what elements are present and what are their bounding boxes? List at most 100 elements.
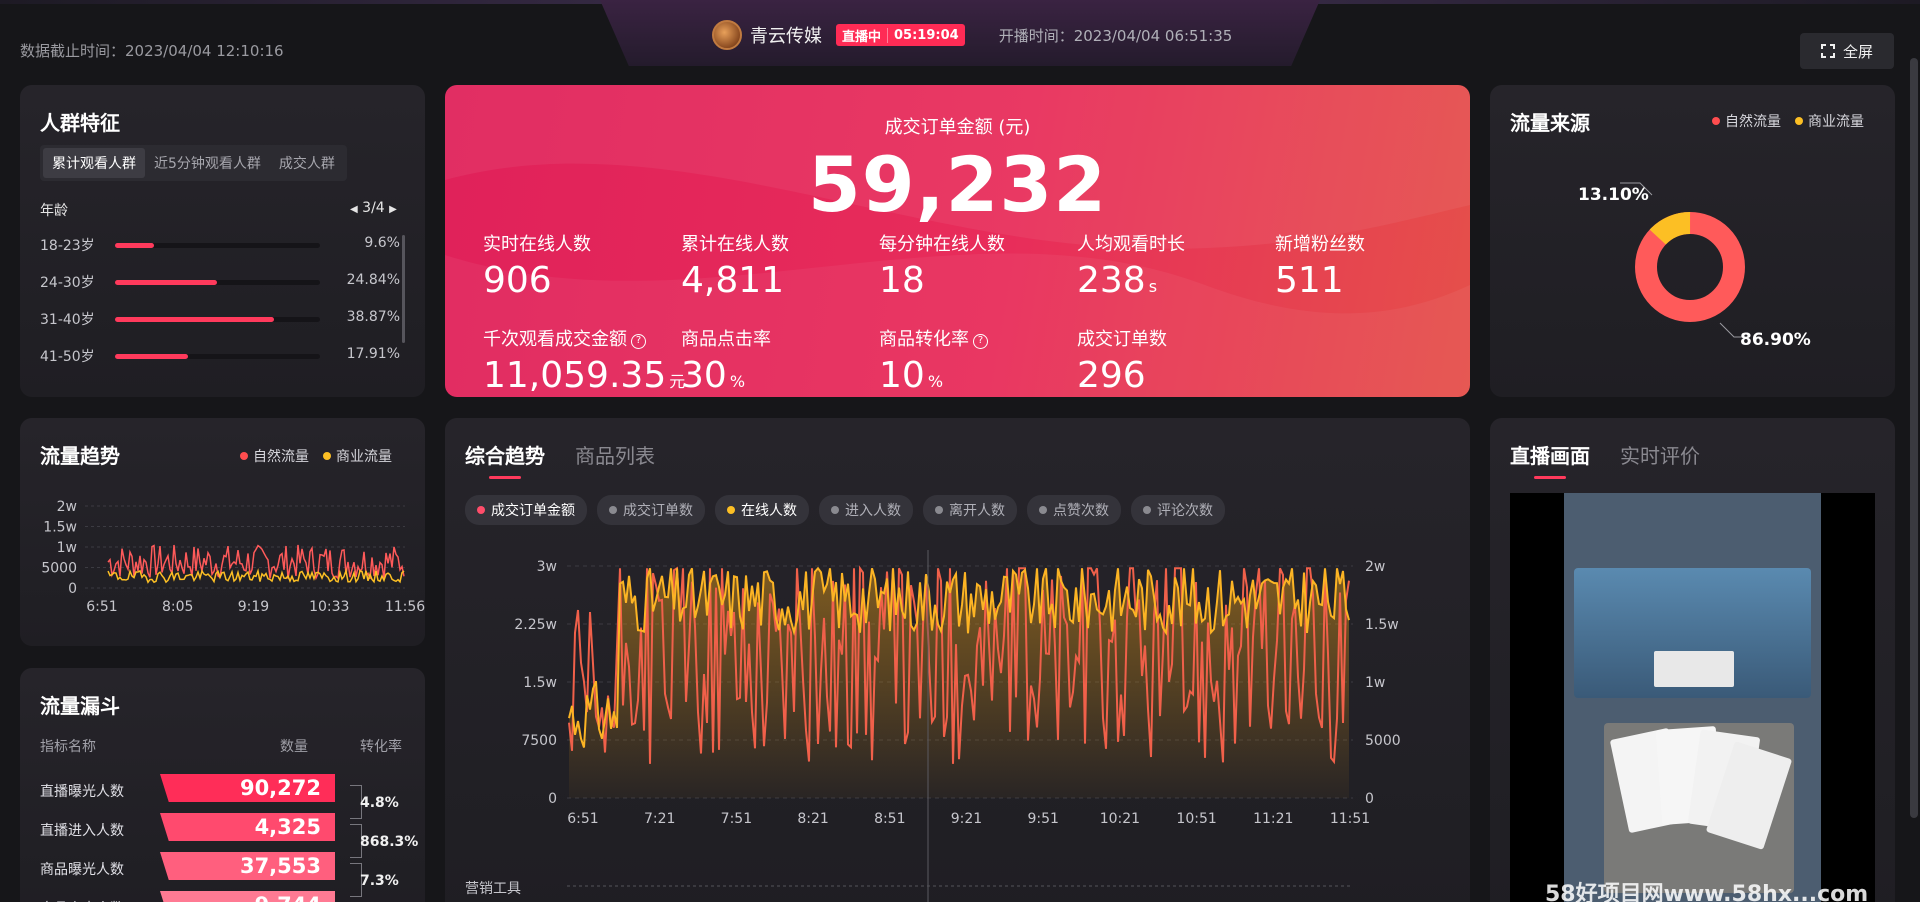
- y-tick-label: 1.5w: [43, 520, 77, 536]
- metric-chip[interactable]: 进入人数: [819, 495, 913, 525]
- marketing-tools-label: 营销工具: [465, 881, 521, 897]
- page-indicator: 3/4: [362, 200, 385, 216]
- conversion-rate: 4.8%: [360, 795, 399, 811]
- help-icon[interactable]: ?: [631, 334, 646, 349]
- live-panel: 直播画面 实时评价: [1490, 418, 1895, 902]
- metric-gpm: 千次观看成交金额? 11,059.35 元: [483, 329, 686, 396]
- funnel-row: 商品点击人数 9,744: [40, 891, 340, 902]
- age-bar-fill: [115, 243, 155, 248]
- next-page-icon[interactable]: ▶: [389, 204, 397, 215]
- commercial-pct: 13.10%: [1578, 185, 1649, 205]
- kpi-panel: 成交订单金额 (元) 59,232 实时在线人数 906 累计在线人数 4,811 …: [445, 85, 1470, 397]
- y-left-tick-label: 3w: [537, 559, 557, 575]
- metric-conversion-rate: 商品转化率? 10%: [879, 325, 988, 396]
- y-left-tick-label: 2.25w: [514, 617, 557, 633]
- kpi-background-wave: [445, 85, 1470, 397]
- x-tick-label: 8:05: [162, 599, 193, 615]
- age-bar-track: [115, 280, 320, 285]
- crowd-scrollbar[interactable]: [402, 235, 405, 343]
- legend-commercial: 商业流量: [1795, 111, 1864, 131]
- metric-chip[interactable]: 离开人数: [923, 495, 1017, 525]
- tab-composite-trend[interactable]: 综合趋势: [465, 440, 545, 479]
- funnel-bar: 37,553: [160, 852, 335, 880]
- tab-recent-viewers[interactable]: 近5分钟观看人群: [154, 156, 261, 172]
- funnel-bracket: [350, 824, 362, 858]
- age-bar-track: [115, 354, 320, 359]
- age-range-label: 18-23岁: [40, 238, 95, 254]
- live-tabs: 直播画面 实时评价: [1510, 440, 1700, 479]
- traffic-source-donut: [1620, 182, 1748, 338]
- y-right-tick-label: 1w: [1365, 675, 1385, 691]
- fullscreen-button[interactable]: 全屏: [1800, 33, 1894, 69]
- metric-chip[interactable]: 成交订单金额: [465, 495, 587, 525]
- metric-chip[interactable]: 在线人数: [715, 495, 809, 525]
- composite-trend-panel: 综合趋势 商品列表 成交订单金额 成交订单数 在线人数 进入人数 离开人数 点赞次数 评论次…: [445, 418, 1470, 902]
- x-tick-label: 6:51: [567, 811, 598, 827]
- age-bar-track: [115, 317, 320, 322]
- metric-cumulative-online: 累计在线人数 4,811: [681, 234, 789, 301]
- x-tick-label: 10:33: [309, 599, 349, 615]
- metric-click-rate: 商品点击率 30%: [681, 329, 771, 396]
- data-deadline: 数据截止时间：2023/04/04 12:10:16: [20, 42, 284, 60]
- funnel-row: 直播进入人数 4,325: [40, 813, 340, 843]
- prev-page-icon[interactable]: ◀: [350, 204, 358, 215]
- y-tick-label: 2w: [57, 499, 77, 515]
- tab-cumulative-viewers[interactable]: 累计观看人群: [43, 148, 145, 178]
- tab-live-screen[interactable]: 直播画面: [1510, 440, 1590, 479]
- metric-new-fans: 新增粉丝数 511: [1275, 234, 1365, 301]
- x-tick-label: 6:51: [86, 599, 117, 615]
- metric-chip[interactable]: 成交订单数: [597, 495, 705, 525]
- funnel-metric-name: 商品点击人数: [40, 898, 124, 902]
- metric-chip[interactable]: 评论次数: [1131, 495, 1225, 525]
- tab-realtime-comments[interactable]: 实时评价: [1620, 444, 1700, 468]
- age-bar-fill: [115, 280, 217, 285]
- x-tick-label: 7:51: [721, 811, 752, 827]
- metric-chip[interactable]: 点赞次数: [1027, 495, 1121, 525]
- avatar: [712, 20, 742, 50]
- y-left-tick-label: 7500: [521, 733, 557, 749]
- online-users-line: [568, 566, 1350, 748]
- funnel-bar: 4,325: [160, 813, 335, 841]
- crowd-tabs: 累计观看人群 近5分钟观看人群 成交人群: [40, 145, 347, 181]
- gmv-line: [568, 565, 1350, 765]
- composite-tabs: 综合趋势 商品列表: [465, 440, 655, 479]
- funnel-value: 4,325: [254, 815, 321, 839]
- tab-product-list[interactable]: 商品列表: [575, 444, 655, 468]
- live-duration: 05:19:04: [887, 27, 965, 43]
- live-video[interactable]: [1510, 493, 1875, 902]
- funnel-col-count: 数量: [280, 739, 308, 755]
- fullscreen-icon: [1820, 44, 1835, 58]
- gmv-label: 成交订单金额 (元): [884, 117, 1031, 138]
- page-scrollbar[interactable]: [1910, 58, 1918, 818]
- x-tick-label: 10:51: [1176, 811, 1216, 827]
- age-pct: 24.84%: [346, 272, 400, 288]
- tab-buyers[interactable]: 成交人群: [278, 156, 335, 172]
- help-icon[interactable]: ?: [973, 334, 988, 349]
- y-left-tick-label: 1.5w: [523, 675, 557, 691]
- x-tick-label: 9:21: [951, 811, 982, 827]
- live-status-badge: 直播中 05:19:04: [836, 24, 965, 46]
- age-pct: 9.6%: [364, 235, 400, 251]
- x-tick-label: 10:21: [1100, 811, 1140, 827]
- y-right-tick-label: 5000: [1365, 733, 1401, 749]
- traffic-trend-title: 流量趋势: [40, 444, 120, 468]
- y-right-tick-label: 2w: [1365, 559, 1385, 575]
- metric-per-minute-online: 每分钟在线人数 18: [879, 234, 1005, 301]
- anchor-name: 青云传媒: [750, 26, 822, 47]
- metric-order-count: 成交订单数 296: [1077, 329, 1167, 396]
- traffic-trend-panel: 流量趋势 自然流量 商业流量 2w 1.5w 1w 5000 0 6:51 8:05 9:19…: [20, 418, 425, 646]
- legend-natural: 自然流量: [1712, 111, 1781, 131]
- crowd-title: 人群特征: [40, 111, 120, 135]
- metric-realtime-online: 实时在线人数 906: [483, 234, 591, 301]
- y-right-tick-label: 1.5w: [1365, 617, 1399, 633]
- funnel-bar: 9,744: [160, 891, 335, 902]
- x-tick-label: 8:51: [874, 811, 905, 827]
- funnel-value: 37,553: [239, 854, 321, 878]
- funnel-bracket: [350, 785, 362, 819]
- legend-natural: 自然流量: [240, 446, 309, 466]
- y-left-tick-label: 0: [548, 791, 557, 807]
- live-status: 直播中: [842, 29, 882, 45]
- funnel-title: 流量漏斗: [40, 694, 120, 718]
- funnel-bar: 90,272: [160, 774, 335, 802]
- start-time: 开播时间：2023/04/04 06:51:35: [998, 26, 1233, 45]
